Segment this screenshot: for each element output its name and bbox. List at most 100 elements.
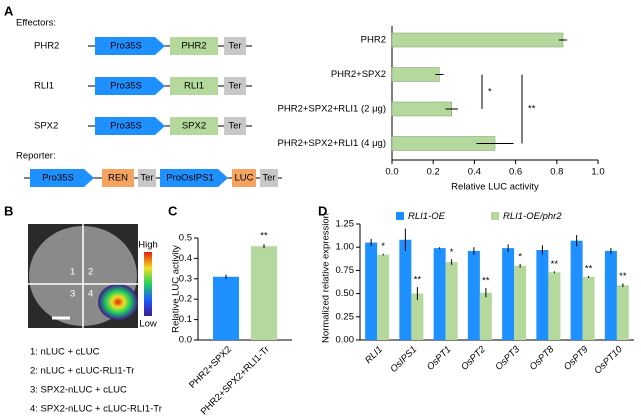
bar: [391, 32, 564, 48]
x-tick-label: 0.4: [468, 167, 481, 178]
part-label: Ter: [228, 121, 241, 132]
part: [224, 77, 246, 95]
part-label: Pro35S: [110, 121, 142, 132]
bar: [445, 262, 458, 340]
bar: [616, 285, 629, 340]
x-tick-label: 0.6: [509, 167, 522, 178]
significance-label: **: [619, 271, 627, 282]
promoter: [160, 169, 228, 187]
x-tick-label: OsIPS1: [388, 344, 419, 375]
panel-label: D: [318, 203, 327, 218]
bar: [365, 242, 378, 340]
significance-label: **: [414, 275, 422, 286]
quadrant-label: 2: [88, 267, 93, 278]
bar: [411, 293, 424, 340]
bar: [433, 248, 446, 340]
promoter: [30, 169, 94, 187]
construct-name: PHR2: [34, 41, 59, 52]
bar: [548, 272, 561, 340]
panel-label: C: [168, 203, 178, 218]
legend-label: RLI1-OE: [408, 211, 446, 222]
part-label: LUC: [234, 173, 253, 184]
construct-name: SPX2: [34, 121, 58, 132]
x-tick-label: 0.0: [385, 167, 398, 178]
part-label: SPX2: [182, 121, 206, 132]
y-tick-label: 0.00: [336, 335, 355, 346]
x-tick-label: OsPT8: [528, 344, 557, 373]
part: [138, 169, 156, 187]
panel-label: A: [4, 3, 14, 18]
legend-text: 3: SPX2-nLUC + cLUC: [30, 385, 127, 396]
bar: [570, 240, 583, 340]
promoter: [95, 37, 165, 55]
x-tick-label: OsPT3: [493, 344, 522, 373]
legend-label: RLI1-OE/phr2: [503, 211, 562, 222]
part-label: Pro35S: [110, 41, 142, 52]
legend-swatch: [396, 212, 404, 220]
section-title: Effectors:: [16, 18, 56, 29]
significance-label: **: [482, 276, 490, 287]
x-tick-label: PHR2+SPX2+RLI1-Tr: [199, 344, 272, 417]
part: [102, 169, 134, 187]
y-tick-label: PHR2+SPX2+RLI1 (4 μg): [278, 138, 386, 149]
significance-label: *: [381, 241, 385, 252]
y-axis-label: Normalized relative expression: [321, 213, 332, 343]
x-tick-label: OsPT10: [592, 344, 625, 377]
part-label: Pro35S: [110, 81, 142, 92]
legend-text: 2: nLUC + cLUC-RLI1-Tr: [30, 366, 134, 377]
significance-label: *: [518, 251, 522, 262]
x-tick-label: 0.2: [427, 167, 440, 178]
significance-label: *: [450, 247, 454, 258]
bar: [582, 276, 595, 340]
part-label: Ter: [228, 41, 241, 52]
promoter: [95, 77, 165, 95]
colorbar: [144, 252, 152, 316]
quadrant-label: 4: [88, 289, 93, 300]
bar: [399, 239, 412, 340]
significance-label: *: [488, 86, 492, 97]
y-tick-label: 1.00: [336, 242, 355, 253]
part: [260, 169, 278, 187]
bar: [377, 254, 390, 340]
y-tick-label: 1.25: [336, 219, 355, 230]
promoter: [95, 117, 165, 135]
part: [224, 117, 246, 135]
part: [170, 117, 218, 135]
y-tick-label: 0.4: [179, 253, 192, 264]
y-tick-label: 0.2: [179, 294, 192, 305]
significance-label: **: [585, 263, 593, 274]
x-tick-label: RLI1: [363, 344, 385, 366]
bar: [536, 249, 549, 340]
section-title: Reporter:: [16, 151, 56, 162]
part-label: Ter: [262, 173, 275, 184]
bar: [213, 276, 239, 340]
part-label: Ter: [140, 173, 153, 184]
x-tick-label: 1.0: [591, 167, 604, 178]
quadrant-label: 1: [70, 267, 75, 278]
legend-text: 1: nLUC + cLUC: [30, 347, 100, 358]
bar: [251, 246, 277, 340]
panel-label: B: [4, 203, 13, 218]
legend-swatch: [491, 212, 499, 220]
bar: [479, 292, 492, 340]
y-tick-label: 0.5: [179, 233, 192, 244]
part: [232, 169, 256, 187]
part-label: Ter: [228, 81, 241, 92]
bar: [391, 101, 452, 117]
y-tick-label: 0.50: [336, 288, 355, 299]
y-tick-label: 0.75: [336, 265, 355, 276]
significance-label: **: [528, 104, 536, 115]
scale-label: High: [138, 240, 158, 251]
x-tick-label: OsPT1: [425, 344, 454, 373]
luminescence-signal: [98, 284, 138, 320]
y-tick-label: PHR2: [361, 35, 386, 46]
part-label: REN: [108, 173, 128, 184]
y-tick-label: 0.25: [336, 311, 355, 322]
y-axis-label: Relative LUC activity: [171, 245, 182, 333]
part: [170, 77, 218, 95]
x-tick-label: OsPT9: [562, 344, 591, 373]
bar: [604, 250, 617, 340]
part-label: ProOsIPS1: [166, 173, 214, 184]
y-tick-label: 0.1: [179, 314, 192, 325]
